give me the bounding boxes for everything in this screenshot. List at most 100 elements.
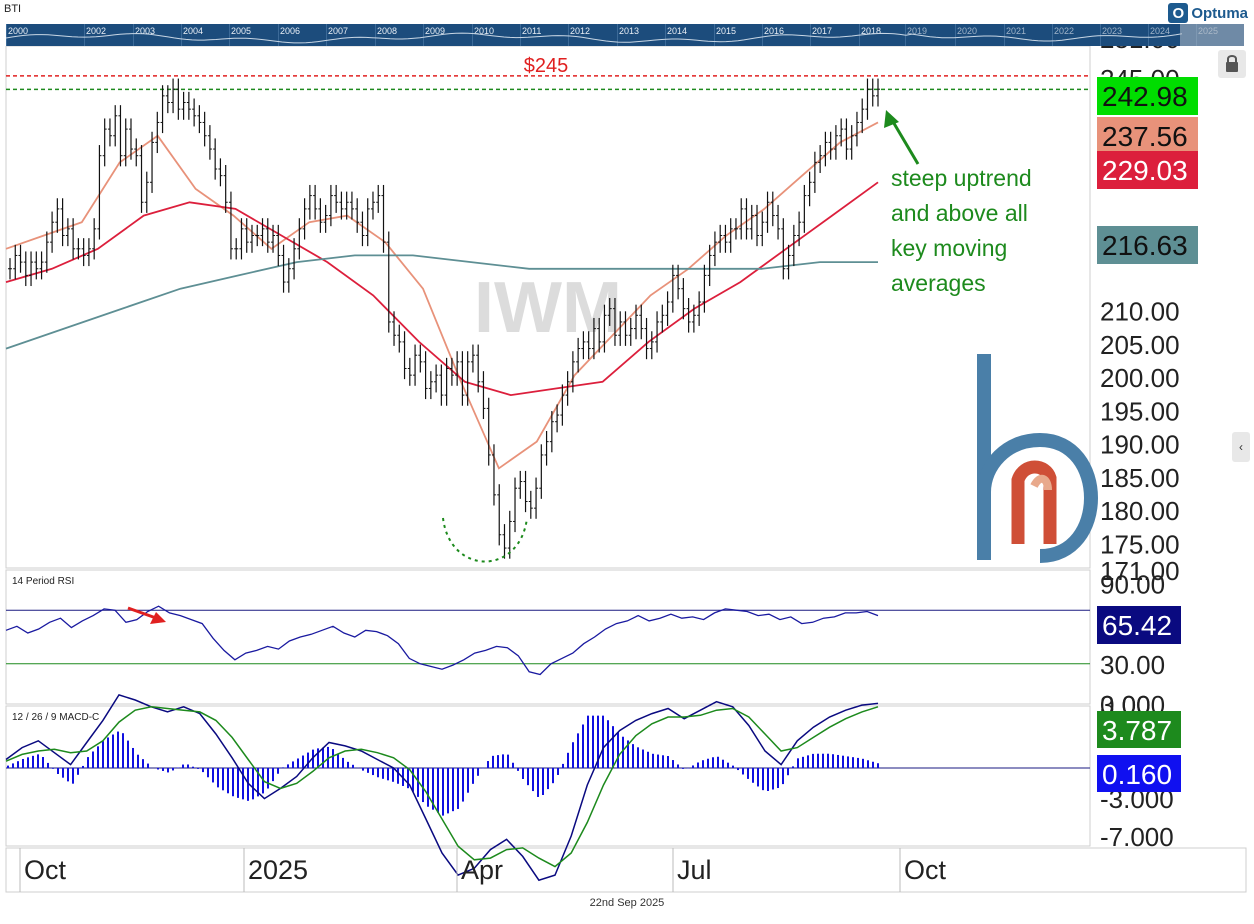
timeline-separator [762, 24, 763, 46]
timeline-separator [133, 24, 134, 46]
timeline-year-label[interactable]: 2004 [183, 26, 204, 36]
timeline-year-label[interactable]: 2015 [716, 26, 737, 36]
rsi-annotation-arrow [127, 606, 157, 620]
chevron-left-icon: ‹ [1239, 440, 1243, 454]
timeline-year-label[interactable]: 2023 [1102, 26, 1123, 36]
moving-average-line [5, 121, 879, 470]
timeline-year-label[interactable]: 2022 [1054, 26, 1075, 36]
timeline-separator [568, 24, 569, 46]
timeline-year-label[interactable]: 2020 [957, 26, 978, 36]
x-axis-tick-label: Oct [24, 855, 67, 885]
macd-value-box [1097, 755, 1181, 792]
moving-average-line [5, 181, 879, 397]
timeline-year-label[interactable]: 2008 [377, 26, 398, 36]
timeline-sparkline [6, 32, 1183, 44]
timeline-year-label[interactable]: 2007 [328, 26, 349, 36]
annotation-line-4: averages [891, 270, 986, 296]
macd-panel-title: 12 / 26 / 9 MACD-C [12, 712, 100, 723]
publisher-logo [977, 354, 1098, 563]
timeline-year-label[interactable]: 2012 [570, 26, 591, 36]
timeline-year-label[interactable]: 2011 [522, 26, 542, 36]
timeline-separator [181, 24, 182, 46]
timeline-year-label[interactable]: 2005 [231, 26, 252, 36]
annotation-line-1: steep uptrend [891, 165, 1032, 191]
timeline-year-label[interactable]: 2014 [667, 26, 688, 36]
price-axis-tick-label: 195.00 [1100, 396, 1180, 426]
macd-value-text: 3.787 [1102, 715, 1172, 746]
value-label-box [1097, 151, 1198, 189]
timeline-separator [617, 24, 618, 46]
timeline-year-label[interactable]: 2009 [425, 26, 446, 36]
moving-average-line [5, 254, 878, 350]
price-axis-tick-label: 180.00 [1100, 496, 1180, 526]
timeline-sparkline-line [6, 32, 1183, 44]
timeline-year-label[interactable]: 2018 [861, 26, 882, 36]
timeline-window-handle[interactable] [1180, 24, 1244, 46]
timeline-year-label[interactable]: 2003 [135, 26, 156, 36]
lock-button[interactable] [1218, 50, 1246, 78]
macd-panel [5, 705, 1091, 847]
chart-canvas: IWM$245251.00245.00221.00210.00205.00200… [5, 46, 1247, 893]
x-axis-panel [5, 847, 1247, 893]
timeline-year-label[interactable]: 2016 [764, 26, 785, 36]
ticker-label: BTI [4, 3, 22, 15]
x-axis-tick-label: 2025 [248, 855, 308, 885]
x-axis-tick-label: Jul [677, 855, 712, 885]
lock-icon [1226, 55, 1238, 72]
timeline-separator [1052, 24, 1053, 46]
timeline-year-label[interactable]: 2010 [474, 26, 495, 36]
price-panel [5, 46, 1091, 569]
rsi-line [5, 605, 879, 676]
rsi-axis-tick-label: 30.00 [1100, 650, 1165, 680]
timeline-year-label[interactable]: 2000 [8, 26, 29, 36]
timeline-separator [1004, 24, 1005, 46]
value-label-text: 237.56 [1102, 121, 1188, 152]
timeline-year-label[interactable]: 2017 [812, 26, 833, 36]
value-label-text: 229.03 [1102, 155, 1188, 186]
timeline-separator [1148, 24, 1149, 46]
timeline-separator [714, 24, 715, 46]
timeline-separator [84, 24, 85, 46]
timeline-year-label[interactable]: 2002 [86, 26, 107, 36]
timeline-year-label[interactable]: 2013 [619, 26, 640, 36]
rsi-annotation-arrow-head [150, 612, 166, 624]
price-axis-tick-label: 175.00 [1100, 529, 1180, 559]
timeline-separator [810, 24, 811, 46]
bottom-arc-annotation [442, 517, 528, 563]
watermark-text: IWM [474, 268, 622, 348]
level-label: $245 [524, 55, 569, 77]
timeline-separator [278, 24, 279, 46]
rsi-value-text: 65.42 [1102, 610, 1172, 641]
value-label-box [1097, 117, 1198, 155]
value-label-text: 216.63 [1102, 230, 1188, 261]
annotation-line-2: and above all [891, 200, 1028, 226]
x-axis-tick-label: Apr [461, 855, 503, 885]
macd-value-box [1097, 711, 1181, 748]
timeline-separator [326, 24, 327, 46]
price-axis-tick-label: 210.00 [1100, 297, 1180, 327]
chart-date: 22nd Sep 2025 [589, 897, 665, 909]
macd-signal-line [5, 706, 879, 868]
timeline-separator [665, 24, 666, 46]
side-panel-toggle[interactable]: ‹ [1232, 432, 1250, 462]
timeline-navigator[interactable]: 2000 2002 2003 2004 2005 2006 2007 2008 2009 2010… [6, 24, 1244, 46]
x-axis-tick-label: Oct [904, 855, 947, 885]
timeline-separator [472, 24, 473, 46]
value-label-box [1097, 226, 1198, 264]
timeline-separator [520, 24, 521, 46]
timeline-year-label[interactable]: 2021 [1006, 26, 1027, 36]
timeline-year-label[interactable]: 2019 [907, 26, 928, 36]
rsi-panel-title: 14 Period RSI [12, 576, 75, 587]
price-axis-tick-label: 190.00 [1100, 430, 1180, 460]
annotation-line-3: key moving [891, 235, 1008, 261]
timeline-year-label[interactable]: 2006 [280, 26, 301, 36]
timeline-separator [423, 24, 424, 46]
value-label-text: 242.98 [1102, 81, 1188, 112]
brand-badge-icon: O [1168, 3, 1189, 23]
timeline-year-label[interactable]: 2024 [1150, 26, 1171, 36]
annotation-arrow [890, 119, 920, 165]
rsi-value-box [1097, 606, 1181, 644]
price-axis-tick-label: 251.00 [1100, 46, 1180, 54]
macd-axis-tick-label: -7.000 [1100, 822, 1174, 852]
timeline-separator [955, 24, 956, 46]
